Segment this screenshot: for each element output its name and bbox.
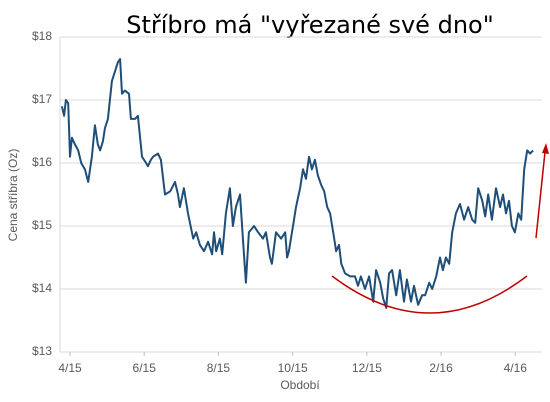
chart-title: Stříbro má "vyřezané své dno" — [126, 11, 494, 39]
y-tick-label: $18 — [32, 29, 52, 43]
y-tick-label: $14 — [32, 281, 52, 295]
x-tick-label: 6/15 — [133, 361, 157, 375]
y-tick-label: $13 — [32, 344, 52, 358]
y-axis-label: Cena stříbra (Oz) — [6, 149, 20, 242]
x-tick-label: 8/15 — [207, 361, 231, 375]
x-tick-label: 10/15 — [278, 361, 308, 375]
arrow-head — [542, 143, 549, 154]
x-tick-label: 4/15 — [58, 361, 82, 375]
x-tick-label: 2/16 — [429, 361, 453, 375]
bottom-arc — [331, 275, 528, 314]
y-tick-label: $17 — [32, 92, 52, 106]
x-axis-label: Období — [280, 378, 320, 392]
x-tick-label: 4/16 — [504, 361, 528, 375]
price-line — [60, 58, 534, 309]
y-tick-label: $15 — [32, 218, 52, 232]
x-tick-label: 12/15 — [352, 361, 382, 375]
arrow-shaft — [535, 151, 546, 239]
y-tick-label: $16 — [32, 155, 52, 169]
